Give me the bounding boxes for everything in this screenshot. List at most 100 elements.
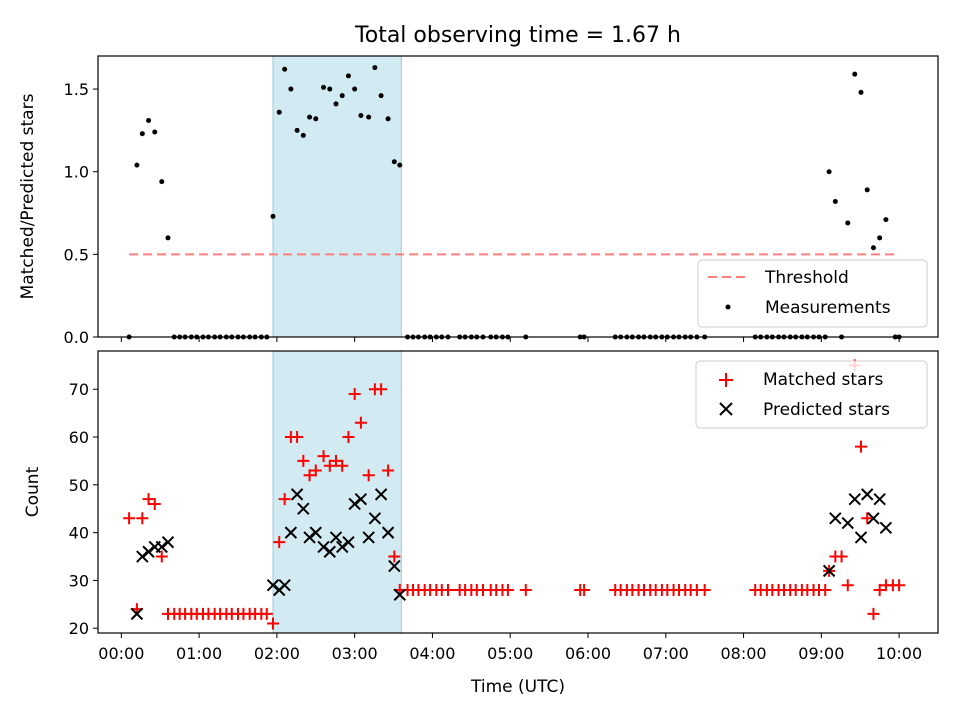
measurement-point [845,220,851,226]
measurement-point [397,162,403,168]
measurement-point [858,89,864,95]
ratio-plot-frame [97,55,939,338]
matched-star-point [841,579,854,592]
matched-star-point [273,536,286,549]
predicted-star-point [136,550,149,563]
count-plot: 00:00 01:00 02:00 03:00 04:00 05:00 06:00 07:00… [23,350,939,697]
matched-star-point [375,383,388,396]
x-tick-label: 09:00 [798,644,844,663]
measurement-point [321,84,327,90]
predicted-star-point [130,607,144,621]
ratio-plot: 0.0 0.5 1.0 1.5 Matched/Predicted stars Thr… [18,55,939,347]
x-tick-label: 07:00 [643,644,689,663]
matched-star-point [867,607,880,620]
measurement-point [391,159,397,165]
y-tick-label: 1.0 [64,163,89,182]
predicted-star-point [297,502,310,515]
x-tick-label: 01:00 [176,644,222,663]
measurement-point [883,217,889,223]
matched-star-point [362,469,375,482]
matched-star-point [260,607,273,620]
predicted-star-point [336,540,349,554]
predicted-star-point [829,512,842,525]
measurement-point [877,235,883,241]
measurement-point [826,169,832,175]
matched-star-point [873,583,886,596]
measurement-point [288,86,294,92]
measurement-point [300,132,306,138]
predicted-star-point [342,535,355,549]
measurement-point [345,73,351,79]
measurement-point [307,114,313,120]
predicted-star-point [867,512,880,525]
measurement-point [832,198,838,204]
measurement-point [852,71,858,77]
matched-star-point [855,440,867,453]
threshold-legend-label: Threshold [764,268,849,288]
measurement-point [864,187,870,193]
measurement-point [294,127,300,133]
measurement-point [134,162,140,168]
x-tick-label: 02:00 [254,644,300,663]
matched-star-point [278,493,291,506]
measurement-point [372,65,378,71]
matched-star-point [698,583,711,596]
count-plot-x-axis-label: Time (UTC) [470,677,565,697]
matched-star-point [155,550,168,563]
measurement-point [313,116,319,122]
x-tick-label: 03:00 [332,644,378,663]
y-tick-label: 30 [69,571,89,590]
matched-star-point [142,493,155,506]
count-plot-ticks: 00:00 01:00 02:00 03:00 04:00 05:00 06:00 07:00… [69,380,923,663]
x-tick-label: 10:00 [876,644,922,663]
matched-star-point [148,497,161,510]
y-tick-label: 40 [69,524,89,543]
measurement-point [378,93,384,99]
predicted-star-point [879,521,893,535]
measurement-point [139,131,145,137]
ratio-plot-ticks: 0.0 0.5 1.0 1.5 [64,80,900,347]
y-tick-label: 20 [69,619,89,638]
predicted-star-point [381,526,395,539]
predicted-star-point [142,545,155,558]
matched-star-point [348,388,361,401]
matched-star-point [893,579,906,592]
measurement-point [352,86,358,92]
matched-star-point [342,431,355,444]
predicted-star-point [368,512,382,525]
measurement-point [333,101,339,107]
x-tick-label: 05:00 [487,644,533,663]
matched-star-point [136,512,149,525]
predicted-star-point [354,492,368,506]
predicted-star-point [822,564,836,578]
matched-star-point [267,617,279,630]
matched-star-point [297,454,310,467]
predicted-star-point [323,545,336,558]
predicted-star-point [284,526,298,539]
predicted-star-point [278,578,291,592]
measurements-legend-label: Measurements [765,298,891,318]
y-tick-label: 60 [69,428,89,447]
matched-star-point [442,583,454,596]
matched-star-point [323,459,336,472]
predicted-star-point [861,488,874,501]
x-tick-label: 04:00 [409,644,455,663]
matched-star-point [861,512,874,525]
predicted-star-point [393,588,406,601]
y-tick-label: 50 [69,476,89,495]
predicted-star-point [388,559,401,573]
predicted-star-point [848,492,861,506]
measurement-point [385,116,391,122]
predicted-legend-swatch [719,402,733,416]
matched-star-point [123,512,136,525]
measurement-point [270,213,276,219]
legend-box [695,360,928,429]
predicted-star-point [854,531,868,544]
predicted-star-point [362,531,375,544]
predicted-star-point [841,516,854,530]
matched-star-point [317,450,330,463]
measurement-point [152,129,158,135]
matched-star-point [578,583,591,596]
